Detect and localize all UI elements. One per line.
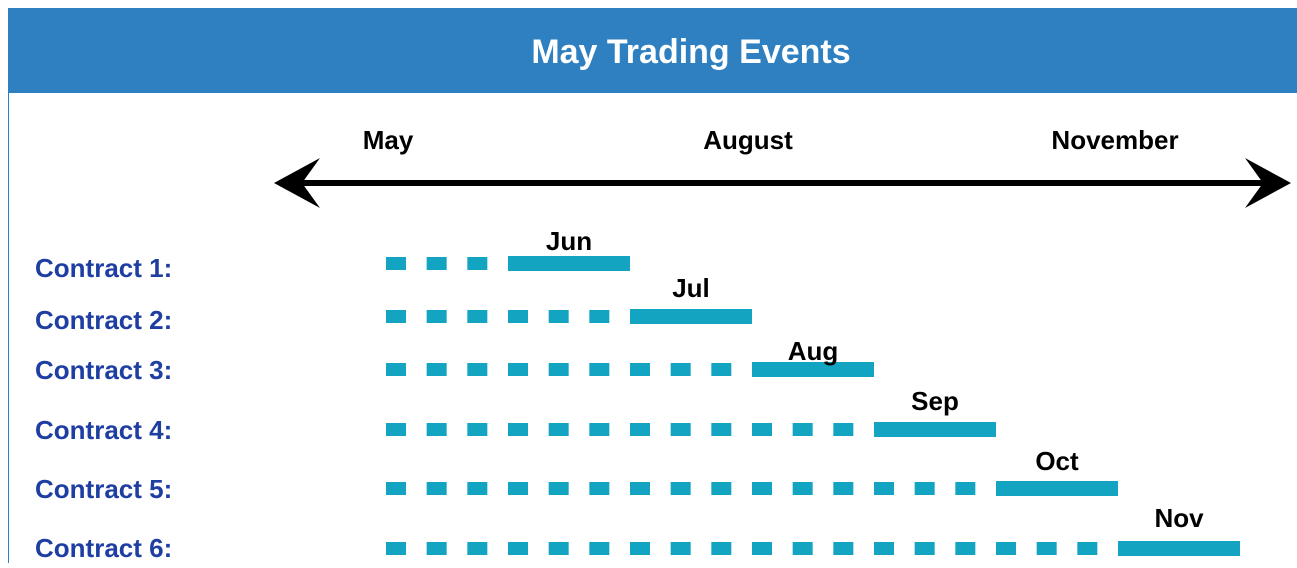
contract-label: Contract 5: (35, 474, 172, 504)
contract-label: Contract 2: (35, 305, 172, 335)
dash (1077, 542, 1098, 555)
dash (914, 542, 935, 555)
dash (508, 310, 528, 323)
dash (426, 363, 447, 376)
contract-label: Contract 6: (35, 533, 172, 563)
dash (833, 482, 854, 495)
dash (670, 542, 691, 555)
dash (630, 423, 650, 436)
month-bar (1118, 541, 1240, 556)
dash (386, 310, 406, 323)
dash (386, 257, 406, 270)
dash (874, 482, 894, 495)
timeline-label: May (363, 125, 414, 155)
dash (1036, 542, 1057, 555)
dash (711, 423, 732, 436)
dash (792, 542, 813, 555)
dash (630, 542, 650, 555)
contract-label: Contract 4: (35, 415, 172, 445)
dash (670, 482, 691, 495)
month-label: Jul (672, 273, 710, 303)
dash (792, 482, 813, 495)
month-label: Oct (1035, 446, 1079, 476)
dash (386, 423, 406, 436)
dash (426, 257, 447, 270)
dash (426, 542, 447, 555)
month-bar (996, 481, 1118, 496)
dash (386, 482, 406, 495)
dash (752, 482, 772, 495)
month-bar (630, 309, 752, 324)
dash (874, 542, 894, 555)
dash (548, 423, 569, 436)
month-label: Jun (546, 226, 592, 256)
dash (833, 542, 854, 555)
dash (752, 542, 772, 555)
dash (589, 363, 610, 376)
dash (426, 482, 447, 495)
dash (711, 542, 732, 555)
dash (589, 542, 610, 555)
dash (426, 310, 447, 323)
dash (752, 423, 772, 436)
dash (467, 257, 488, 270)
dash (996, 542, 1016, 555)
month-label: Aug (788, 336, 839, 366)
dash (467, 542, 488, 555)
dash (914, 482, 935, 495)
dash (670, 423, 691, 436)
dash (711, 363, 732, 376)
dash (589, 310, 610, 323)
dash (508, 423, 528, 436)
dash (548, 542, 569, 555)
dash (670, 363, 691, 376)
month-label: Nov (1154, 503, 1204, 533)
month-bar (752, 362, 874, 377)
dash (467, 310, 488, 323)
dash (711, 482, 732, 495)
dash (386, 542, 406, 555)
dash (548, 310, 569, 323)
month-bar (508, 256, 630, 271)
dash (508, 542, 528, 555)
dash (792, 423, 813, 436)
dash (955, 542, 976, 555)
timeline-label: August (703, 125, 793, 155)
dash (426, 423, 447, 436)
dash (630, 482, 650, 495)
dash (589, 423, 610, 436)
dash (386, 363, 406, 376)
title: May Trading Events (531, 33, 850, 71)
timeline-label: November (1051, 125, 1178, 155)
contract-label: Contract 3: (35, 355, 172, 385)
dash (467, 363, 488, 376)
arrow-left (274, 158, 320, 208)
dash (508, 482, 528, 495)
dash (548, 482, 569, 495)
dash (508, 363, 528, 376)
month-bar (874, 422, 996, 437)
month-label: Sep (911, 386, 959, 416)
dash (955, 482, 976, 495)
dash (467, 423, 488, 436)
dash (630, 363, 650, 376)
dash (833, 423, 854, 436)
dash (467, 482, 488, 495)
contract-label: Contract 1: (35, 253, 172, 283)
dash (589, 482, 610, 495)
dash (548, 363, 569, 376)
header-bar (8, 8, 1297, 93)
arrow-right (1245, 158, 1291, 208)
